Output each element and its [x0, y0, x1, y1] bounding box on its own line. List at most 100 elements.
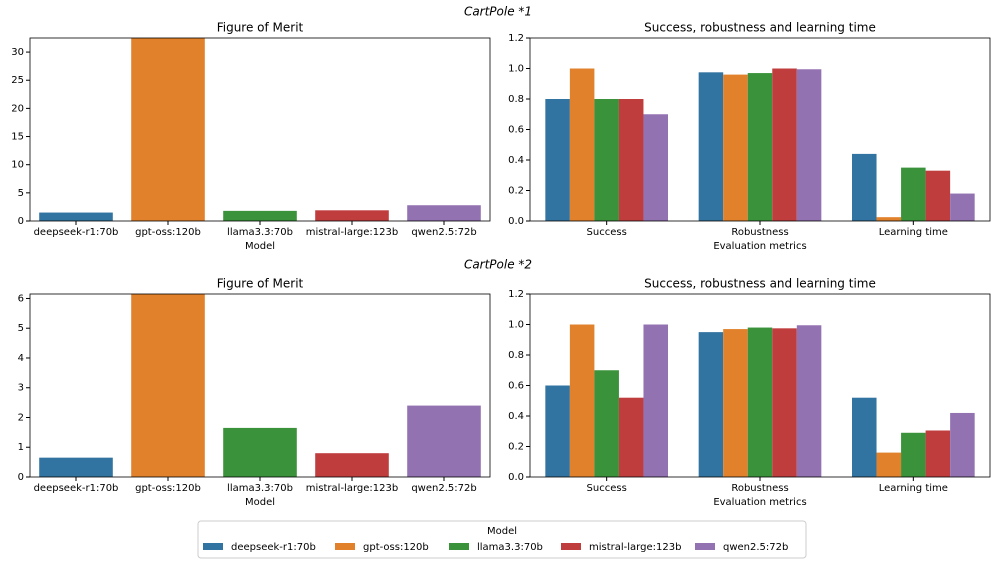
legend-title: Model — [487, 526, 517, 537]
bar — [796, 69, 822, 221]
bar — [698, 72, 724, 221]
y-tick-label: 25 — [11, 75, 24, 86]
bar — [545, 99, 570, 221]
x-tick-label: mistral-large:123b — [306, 227, 398, 238]
y-tick-label: 3 — [18, 383, 24, 394]
legend-swatch — [449, 543, 469, 550]
x-tick-label: deepseek-r1:70b — [34, 483, 119, 494]
legend-label: mistral-large:123b — [589, 542, 681, 553]
bar — [594, 370, 619, 477]
bar — [772, 328, 797, 477]
y-tick-label: 10 — [11, 160, 24, 171]
bar — [618, 99, 644, 221]
plot-area — [39, 38, 481, 221]
y-tick-label: 1 — [18, 442, 24, 453]
bar — [223, 427, 297, 477]
x-tick-label: Robustness — [731, 227, 788, 238]
bar — [901, 167, 926, 221]
x-tick-label: qwen2.5:72b — [411, 483, 476, 494]
y-tick-label: 6 — [18, 293, 24, 304]
bar — [545, 385, 570, 477]
bar — [925, 430, 951, 477]
chart-title: Figure of Merit — [217, 21, 304, 35]
bar — [876, 452, 902, 477]
section-title: CartPole *1 — [464, 5, 532, 19]
y-tick-label: 4 — [18, 353, 24, 364]
bar — [407, 405, 481, 477]
x-tick-label: Robustness — [731, 483, 788, 494]
bar — [569, 68, 595, 221]
bar — [569, 324, 595, 477]
y-tick-label: 0.8 — [508, 350, 524, 361]
bar — [723, 329, 748, 477]
x-tick-label: gpt-oss:120b — [135, 227, 201, 238]
bar — [747, 73, 773, 221]
bar — [950, 193, 975, 221]
x-tick-label: Success — [587, 227, 627, 238]
y-tick-label: 20 — [11, 103, 24, 114]
legend-label: qwen2.5:72b — [723, 542, 788, 553]
x-tick-label: deepseek-r1:70b — [34, 227, 119, 238]
y-tick-label: 1.2 — [508, 289, 524, 300]
bar — [772, 68, 797, 221]
y-tick-label: 0.4 — [508, 411, 524, 422]
bar — [223, 210, 297, 221]
chart-title: Success, robustness and learning time — [644, 21, 876, 35]
legend-label: deepseek-r1:70b — [231, 542, 316, 553]
plot-area — [39, 294, 481, 477]
legend-label: llama3.3:70b — [477, 542, 543, 553]
y-tick-label: 0.8 — [508, 94, 524, 105]
bar — [407, 205, 481, 221]
bar — [950, 412, 975, 477]
bar — [643, 324, 668, 477]
bar — [698, 332, 724, 477]
chart-title: Figure of Merit — [217, 277, 304, 291]
x-tick-label: qwen2.5:72b — [411, 227, 476, 238]
x-tick-label: Learning time — [879, 227, 948, 238]
bar — [618, 397, 644, 477]
bar — [594, 99, 619, 221]
x-axis-label: Model — [245, 497, 275, 508]
chart-title: Success, robustness and learning time — [644, 277, 876, 291]
bar — [901, 432, 926, 477]
y-tick-label: 2 — [18, 412, 24, 423]
axes-frame — [29, 37, 491, 222]
bar — [131, 294, 205, 477]
y-tick-label: 0.4 — [508, 155, 524, 166]
x-tick-label: mistral-large:123b — [306, 483, 398, 494]
legend-swatch — [335, 543, 355, 550]
bar — [796, 325, 822, 477]
axes-frame — [29, 293, 491, 478]
y-tick-label: 1.2 — [508, 33, 524, 44]
x-tick-label: Learning time — [879, 483, 948, 494]
bar — [131, 38, 205, 221]
y-tick-label: 5 — [18, 323, 24, 334]
bar — [39, 457, 113, 477]
bar — [852, 153, 877, 221]
bar — [852, 397, 877, 477]
axes-frame — [529, 37, 991, 222]
y-tick-label: 30 — [11, 47, 24, 58]
x-tick-label: Success — [587, 483, 627, 494]
legend-swatch — [561, 543, 581, 550]
section-title: CartPole *2 — [464, 258, 532, 272]
y-tick-label: 0.6 — [508, 125, 524, 136]
y-tick-label: 0.0 — [508, 216, 524, 227]
legend-label: gpt-oss:120b — [363, 542, 429, 553]
x-axis-label: Evaluation metrics — [713, 497, 806, 508]
y-tick-label: 5 — [18, 188, 24, 199]
y-tick-label: 0.2 — [508, 442, 524, 453]
y-tick-label: 15 — [11, 132, 24, 143]
y-tick-label: 0 — [18, 216, 24, 227]
bar — [315, 453, 389, 477]
x-axis-label: Model — [245, 241, 275, 252]
legend-swatch — [203, 543, 223, 550]
y-tick-label: 1.0 — [508, 320, 524, 331]
plot-area — [545, 68, 975, 221]
legend-swatch — [695, 543, 715, 550]
axes-frame — [529, 293, 991, 478]
x-tick-label: gpt-oss:120b — [135, 483, 201, 494]
x-tick-label: llama3.3:70b — [227, 227, 293, 238]
bar — [315, 210, 389, 221]
